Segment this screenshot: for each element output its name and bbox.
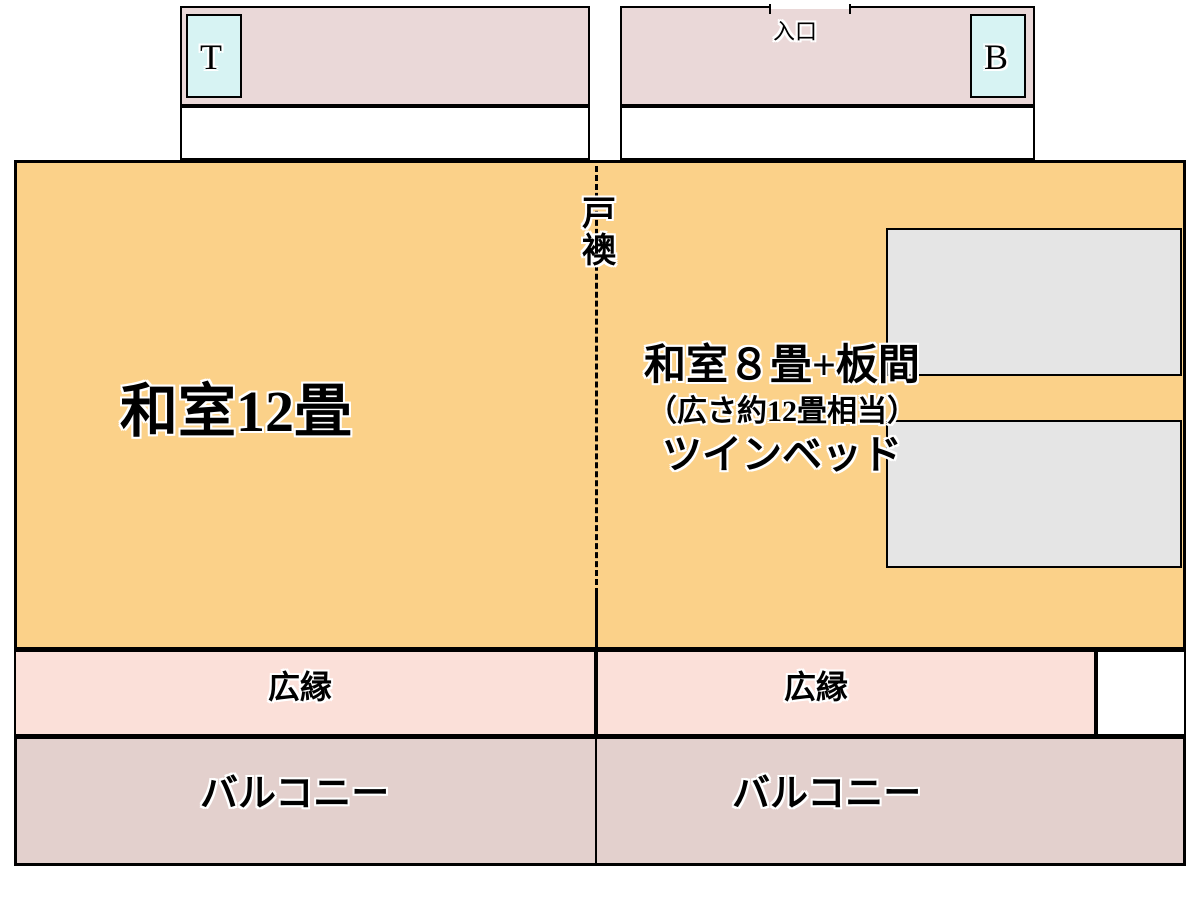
entrance-gap xyxy=(770,5,850,9)
floorplan-diagram: T B 入口戸襖和室12畳 和室８畳+板間（広さ約12畳相当）ツインベッド広縁 広縁バル… xyxy=(0,0,1200,900)
bed-2 xyxy=(886,420,1182,568)
hiroen-right-gap xyxy=(1096,650,1186,736)
bath-label: B xyxy=(984,38,1008,78)
bed-1 xyxy=(886,228,1182,376)
balcony-right-label: バルコニー xyxy=(732,774,921,816)
balcony-area xyxy=(14,736,1186,866)
balcony-divider xyxy=(595,736,597,866)
hiroen-right-label: 広縁 xyxy=(784,670,848,705)
fusuma-label: 戸襖 xyxy=(582,196,616,271)
room-left-title: 和室12畳 xyxy=(120,380,352,444)
closet-strip-right xyxy=(620,106,1035,160)
fusuma-divider-solid xyxy=(595,594,598,650)
balcony-left-label: バルコニー xyxy=(200,774,389,816)
toilet-label: T xyxy=(200,38,222,78)
hiroen-left-label: 広縁 xyxy=(268,670,332,705)
room-right-title: 和室８畳+板間（広さ約12畳相当）ツインベッド xyxy=(644,340,920,480)
closet-strip-left xyxy=(180,106,590,160)
entrance-label: 入口 xyxy=(773,20,817,44)
